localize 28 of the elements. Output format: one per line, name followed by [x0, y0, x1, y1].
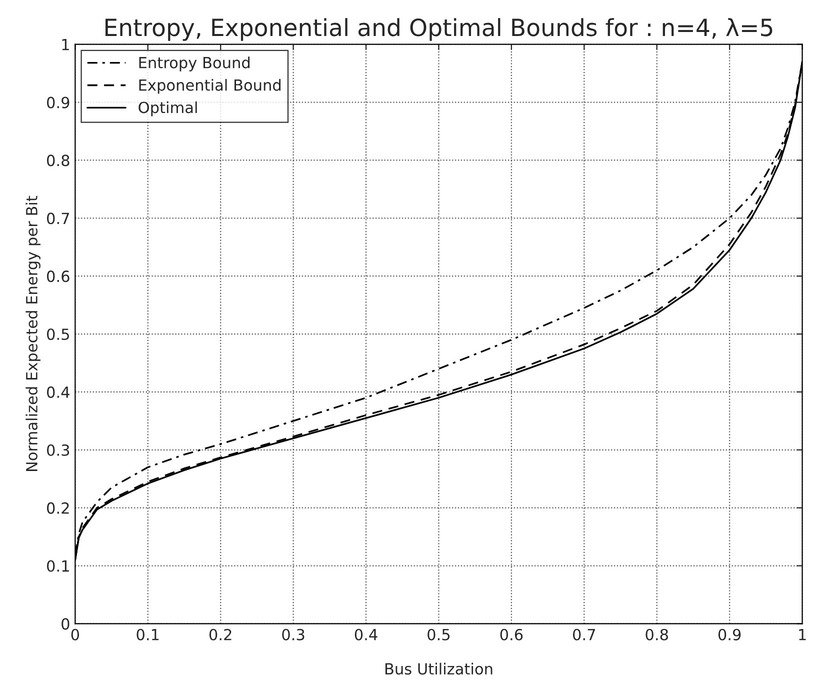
y-tick-label: 0.4	[47, 386, 70, 398]
x-tick-label: 0.7	[573, 628, 595, 640]
y-tick-label: 0.9	[47, 96, 70, 108]
y-tick-label: 0	[62, 618, 70, 630]
legend-label: Exponential Bound	[139, 79, 281, 94]
y-tick-label: 0.6	[47, 270, 70, 282]
x-tick-label: 0.9	[718, 628, 741, 640]
legend-label: Optimal	[138, 101, 197, 116]
y-tick-label: 0.1	[47, 560, 69, 572]
chart-title: Entropy, Exponential and Optimal Bounds for : n=4, λ=5	[106, 18, 772, 41]
x-tick-label: 1	[799, 629, 806, 640]
x-tick-label: 0.5	[428, 628, 450, 640]
y-tick-label: 0.7	[47, 212, 69, 224]
x-tick-label: 0.3	[282, 628, 304, 640]
x-axis-title: Bus Utilization	[385, 662, 492, 675]
y-tick-label: 1	[62, 39, 69, 50]
x-tick-label: 0.4	[354, 628, 378, 640]
x-tick-label: 0.8	[646, 628, 668, 640]
y-tick-label: 0.8	[47, 154, 70, 166]
x-tick-label: 0.6	[500, 628, 523, 640]
x-tick-label: 0.2	[209, 628, 232, 640]
x-tick-label: 0	[71, 628, 80, 640]
y-tick-label: 0.5	[47, 328, 69, 340]
y-axis-title: Normalized Expected Energy per Bit	[26, 196, 40, 471]
y-tick-label: 0.3	[47, 444, 70, 456]
legend-label: Entropy Bound	[139, 56, 250, 72]
y-tick-label: 0.2	[47, 502, 69, 514]
x-tick-label: 0.1	[136, 628, 159, 640]
